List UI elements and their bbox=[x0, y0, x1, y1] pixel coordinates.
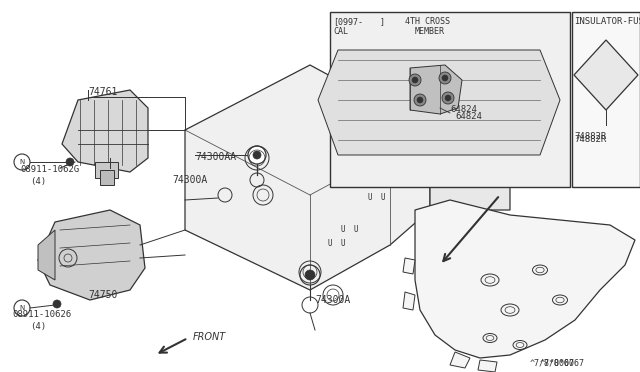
Circle shape bbox=[417, 97, 423, 103]
Text: 08911-10626: 08911-10626 bbox=[12, 310, 71, 319]
Text: (4): (4) bbox=[30, 322, 46, 331]
Text: U: U bbox=[386, 180, 390, 189]
Circle shape bbox=[305, 270, 315, 280]
Polygon shape bbox=[430, 130, 510, 210]
Text: U: U bbox=[328, 238, 332, 247]
Polygon shape bbox=[318, 50, 560, 155]
Text: 74882R: 74882R bbox=[574, 132, 606, 141]
Polygon shape bbox=[478, 360, 497, 372]
Text: 08911-1062G: 08911-1062G bbox=[20, 165, 79, 174]
Text: 64824: 64824 bbox=[450, 105, 477, 114]
Text: 74882R: 74882R bbox=[574, 135, 606, 144]
Circle shape bbox=[248, 146, 266, 164]
Text: 74300A: 74300A bbox=[172, 175, 207, 185]
Text: INSULATOR-FUSIBLE: INSULATOR-FUSIBLE bbox=[574, 17, 640, 26]
Text: U: U bbox=[381, 192, 385, 202]
Polygon shape bbox=[403, 292, 415, 310]
Text: U: U bbox=[372, 180, 378, 189]
Bar bbox=[330, 12, 570, 187]
Text: [0997-: [0997- bbox=[333, 17, 363, 26]
Text: 74300A: 74300A bbox=[315, 295, 350, 305]
Circle shape bbox=[409, 74, 421, 86]
Polygon shape bbox=[574, 40, 638, 110]
Circle shape bbox=[66, 158, 74, 166]
Text: MEMBER: MEMBER bbox=[415, 27, 445, 36]
Polygon shape bbox=[38, 210, 145, 300]
Text: ^7/8*0067: ^7/8*0067 bbox=[540, 358, 585, 367]
Text: 74300AA: 74300AA bbox=[195, 152, 236, 162]
Circle shape bbox=[445, 95, 451, 101]
Text: 74750: 74750 bbox=[88, 290, 117, 300]
Circle shape bbox=[253, 151, 261, 159]
Polygon shape bbox=[415, 200, 635, 358]
Text: ^7/8*0067: ^7/8*0067 bbox=[530, 358, 575, 367]
Text: N: N bbox=[19, 305, 24, 311]
Circle shape bbox=[442, 92, 454, 104]
Text: 74761: 74761 bbox=[88, 87, 117, 97]
Polygon shape bbox=[410, 65, 462, 114]
Text: ]: ] bbox=[380, 17, 385, 26]
Text: 4TH CROSS: 4TH CROSS bbox=[405, 17, 450, 26]
Polygon shape bbox=[100, 170, 114, 185]
Text: CAL: CAL bbox=[333, 27, 348, 36]
Circle shape bbox=[442, 75, 448, 81]
Circle shape bbox=[439, 72, 451, 84]
Text: (4): (4) bbox=[30, 177, 46, 186]
Polygon shape bbox=[38, 230, 55, 280]
Text: 64824: 64824 bbox=[455, 112, 482, 121]
Text: FRONT: FRONT bbox=[193, 332, 227, 342]
Circle shape bbox=[414, 94, 426, 106]
Text: U: U bbox=[340, 238, 346, 247]
Text: U: U bbox=[354, 225, 358, 234]
Text: U: U bbox=[340, 225, 346, 234]
Bar bbox=[572, 12, 640, 187]
Circle shape bbox=[412, 77, 418, 83]
Text: U: U bbox=[368, 192, 372, 202]
Text: N: N bbox=[19, 159, 24, 165]
Circle shape bbox=[53, 300, 61, 308]
Polygon shape bbox=[403, 258, 415, 274]
Polygon shape bbox=[62, 90, 148, 172]
Polygon shape bbox=[95, 162, 118, 178]
Polygon shape bbox=[185, 65, 430, 290]
Polygon shape bbox=[450, 352, 470, 368]
